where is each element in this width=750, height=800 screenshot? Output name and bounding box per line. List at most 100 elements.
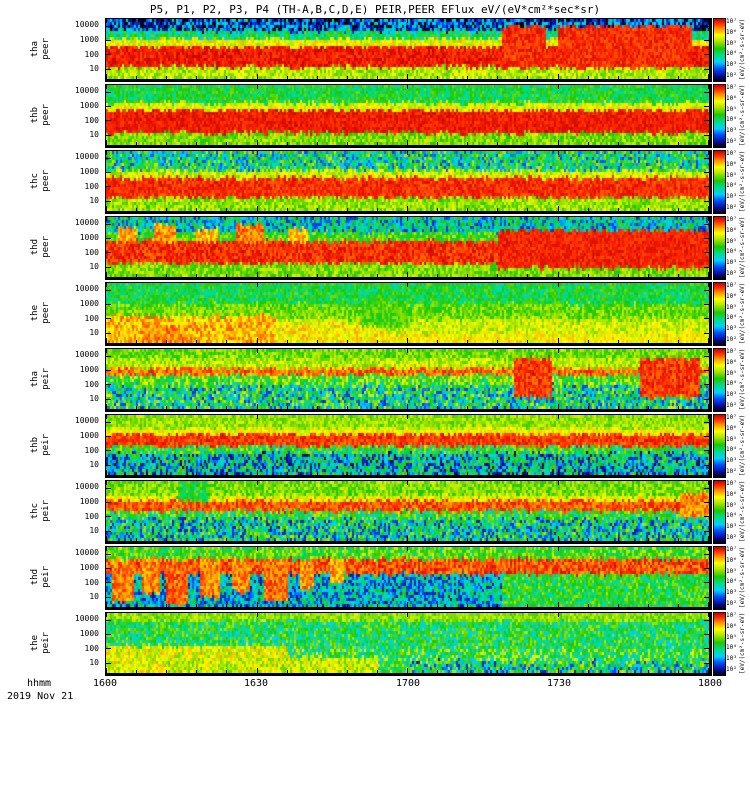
colorbar-tick-label: 10⁶ [726,359,737,366]
axis-tick [648,208,649,211]
axis-tick [377,604,378,607]
y-tick-label: 100 [84,50,99,59]
x-tick-label: 1730 [546,678,572,689]
y-tick-label: 10 [89,526,99,535]
axis-tick [704,186,709,187]
axis-tick [704,40,709,41]
axis-tick [166,76,167,79]
axis-tick [347,670,348,673]
spectrogram-canvas [106,349,709,409]
axis-tick [226,604,227,607]
axis-tick [106,488,111,489]
axis-tick [527,274,528,277]
axis-tick [558,349,559,353]
axis-tick [166,340,167,343]
colorbar [713,348,726,412]
axis-tick [257,206,258,211]
axis-tick [407,536,408,541]
spectrogram-plot-area [105,216,712,280]
axis-tick [527,472,528,475]
axis-tick [708,85,709,89]
axis-tick [226,406,227,409]
axis-tick [678,406,679,409]
colorbar-tick-label: 10² [726,402,737,409]
colorbar [713,414,726,478]
y-tick-label: 10 [89,658,99,667]
axis-tick [407,338,408,343]
y-axis-tick-labels: 10000 1000 100 10 [56,150,102,212]
y-tick-label: 10 [89,328,99,337]
axis-tick [317,142,318,145]
panel-thb-peir: thb peir 10000 1000 100 10 10⁷ 10⁶ 10⁵ 10⁴ 10³ 1… [0,414,750,480]
axis-tick [708,668,709,673]
axis-tick [257,481,258,485]
y-axis-tick-labels: 10000 1000 100 10 [56,348,102,410]
axis-tick [257,85,258,89]
axis-tick [257,415,258,419]
axis-tick [166,406,167,409]
axis-tick [257,470,258,475]
axis-tick [377,538,378,541]
y-axis-tick-labels: 10000 1000 100 10 [56,546,102,608]
y-axis-tick-labels: 10000 1000 100 10 [56,480,102,542]
axis-tick [287,340,288,343]
colorbar-tick-label: 10² [726,204,737,211]
x-axis-unit-label: hhmm [27,678,52,689]
colorbar-tick-label: 10⁴ [726,578,737,585]
axis-tick [704,54,709,55]
colorbar-tick-label: 10³ [726,589,737,596]
axis-tick [678,604,679,607]
axis-tick [407,668,408,673]
axis-tick [196,538,197,541]
axis-tick [437,472,438,475]
axis-tick [317,604,318,607]
axis-tick [106,465,111,466]
axis-tick [196,604,197,607]
y-tick-label: 1000 [79,35,99,44]
axis-tick [708,19,709,23]
axis-tick [708,481,709,485]
axis-tick [347,76,348,79]
colorbar-unit-label: [eV/(cm²-s-sr-eV)] [739,480,746,542]
axis-tick [106,252,111,253]
axis-tick [704,531,709,532]
panel-the-peir: the peir 10000 1000 100 10 10⁷ 10⁶ 10⁵ 10⁴ 10³ 1… [0,612,750,678]
axis-tick [704,465,709,466]
colorbar [713,480,726,544]
axis-tick [497,208,498,211]
axis-tick [106,238,111,239]
axis-tick [136,538,137,541]
axis-tick [106,568,111,569]
y-tick-label: 10000 [74,548,99,557]
colorbar [713,612,726,676]
axis-tick [588,208,589,211]
axis-tick [558,140,559,145]
axis-tick [704,450,709,451]
axis-tick [136,340,137,343]
axis-tick [257,602,258,607]
spectrogram-canvas [106,19,709,79]
axis-tick [106,648,111,649]
colorbar-tick-label: 10⁴ [726,50,737,57]
axis-tick [257,217,258,221]
axis-tick [136,208,137,211]
x-tick-label: 1600 [92,678,118,689]
axis-tick [106,481,107,485]
axis-tick [407,470,408,475]
axis-tick [407,140,408,145]
axis-tick [704,648,709,649]
axis-tick [437,406,438,409]
axis-tick [588,340,589,343]
y-tick-label: 10 [89,64,99,73]
panel-label-line1: thc [30,502,40,520]
axis-tick [317,208,318,211]
axis-tick [527,76,528,79]
colorbar [713,546,726,610]
axis-tick [196,406,197,409]
y-tick-label: 10 [89,196,99,205]
axis-tick [588,274,589,277]
colorbar [713,84,726,148]
axis-tick [347,274,348,277]
axis-tick [704,370,709,371]
axis-tick [648,76,649,79]
